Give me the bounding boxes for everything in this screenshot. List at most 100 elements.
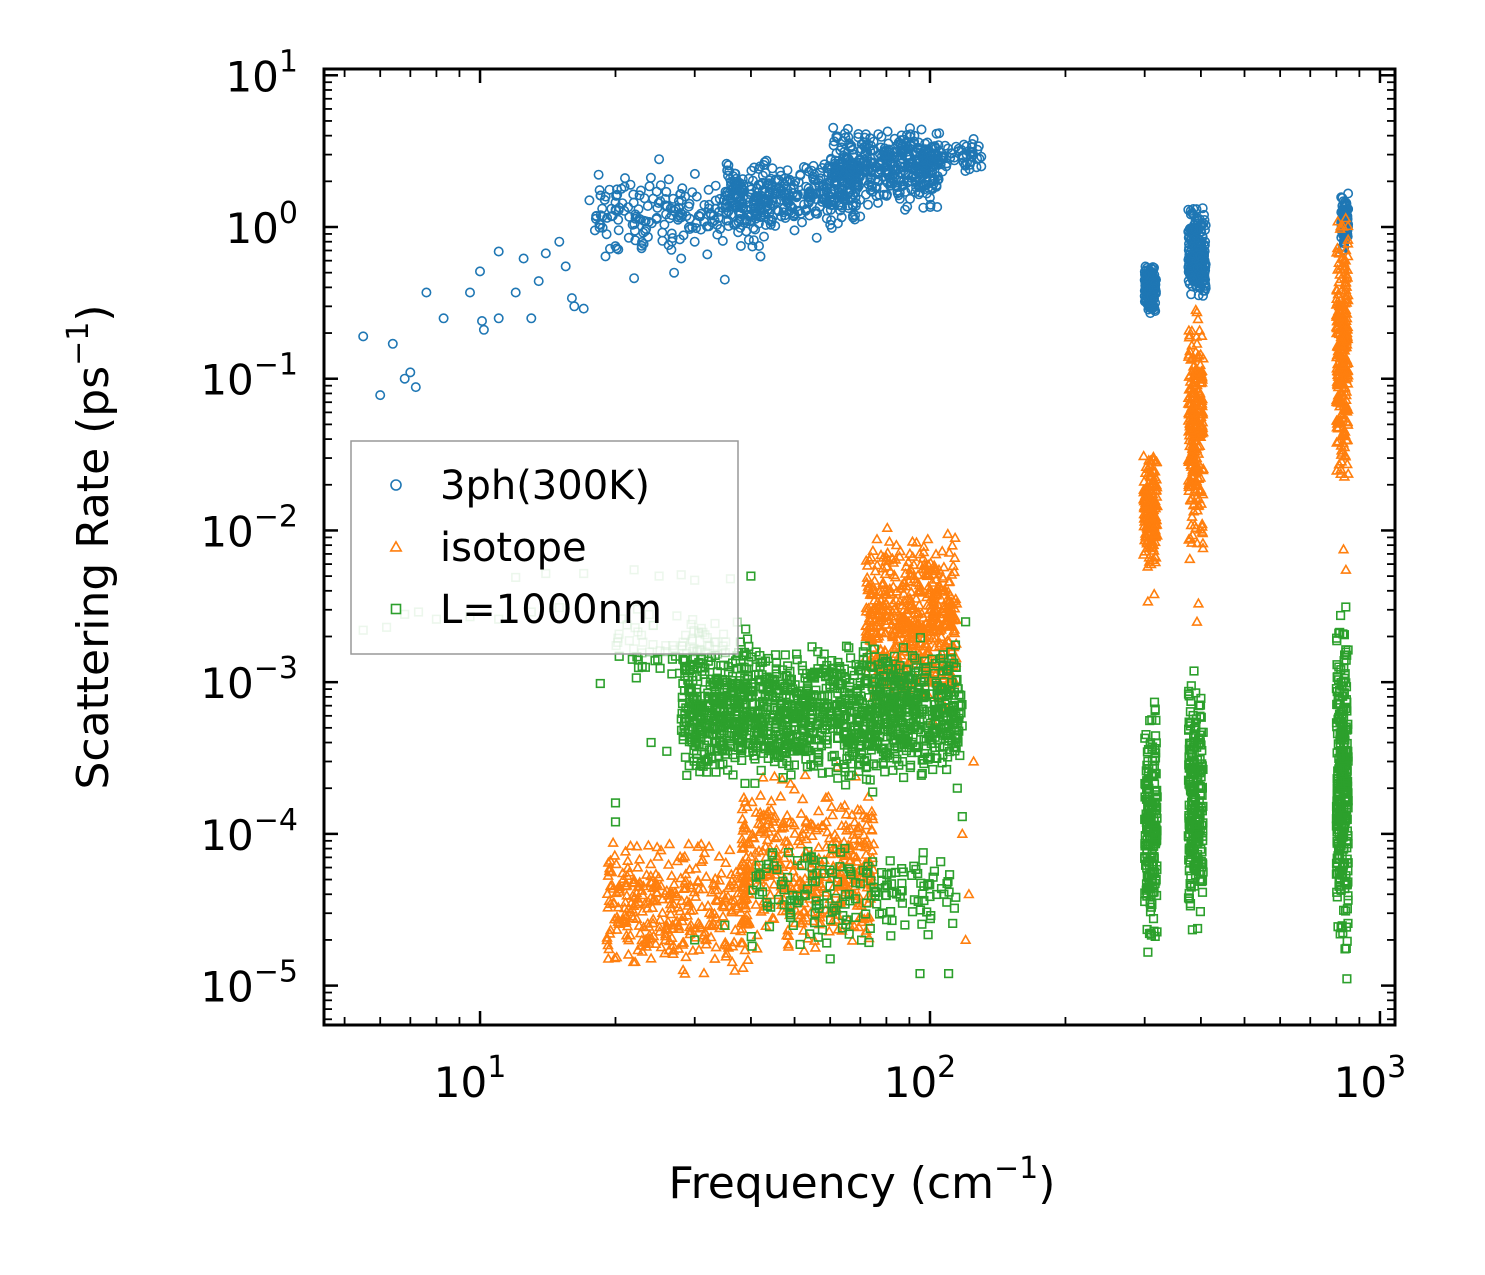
data-point [884, 180, 895, 191]
data-point [611, 190, 622, 201]
data-point [757, 170, 768, 181]
data-point [641, 224, 652, 235]
data-point [613, 225, 624, 236]
data-point [712, 229, 723, 240]
data-point [755, 251, 766, 262]
data-point [720, 190, 731, 201]
data-point [464, 287, 475, 298]
data-point [804, 191, 815, 202]
data-point [560, 261, 571, 272]
data-point [812, 208, 823, 219]
data-point [808, 174, 819, 185]
data-point [734, 177, 745, 188]
data-point [881, 189, 892, 200]
data-point [792, 189, 803, 200]
data-point [848, 212, 859, 223]
data-point [635, 185, 646, 196]
data-point [859, 132, 870, 143]
data-point [776, 184, 787, 195]
data-point [720, 202, 731, 213]
data-point [878, 189, 889, 200]
data-point [663, 174, 674, 185]
data-point [540, 248, 551, 259]
data-point [594, 222, 605, 233]
data-point [894, 187, 905, 198]
data-point [712, 219, 723, 230]
data-point [607, 210, 618, 221]
data-point [746, 165, 757, 176]
data-point [967, 147, 978, 158]
data-point [593, 169, 604, 180]
data-point [855, 194, 866, 205]
data-point [814, 167, 825, 178]
data-point [919, 179, 930, 190]
plot-points [358, 122, 1354, 984]
data-point [438, 313, 449, 324]
data-point [918, 168, 929, 179]
data-point [761, 201, 772, 212]
data-point [1150, 305, 1161, 316]
data-point [836, 212, 847, 223]
data-point [723, 160, 734, 171]
data-point [976, 161, 987, 172]
data-point [791, 191, 802, 202]
data-point [627, 219, 638, 230]
data-point [822, 205, 833, 216]
data-point [755, 203, 766, 214]
data-point [619, 205, 630, 216]
data-point [705, 208, 716, 219]
data-point [1144, 297, 1155, 308]
data-point [610, 197, 621, 208]
data-point [871, 191, 882, 202]
data-point [651, 186, 662, 197]
data-point [594, 185, 605, 196]
data-point [862, 199, 873, 210]
data-point [865, 184, 876, 195]
data-point [916, 124, 927, 135]
data-point [801, 163, 812, 174]
data-point [629, 273, 640, 284]
data-point [882, 126, 893, 137]
data-point [755, 161, 766, 172]
data-point [848, 152, 859, 163]
data-point [719, 274, 730, 285]
data-point [1146, 291, 1157, 302]
data-point [1148, 277, 1159, 288]
data-point [931, 128, 942, 139]
data-point [735, 208, 746, 219]
data-point [903, 150, 914, 161]
data-point [410, 382, 421, 393]
data-point [843, 203, 854, 214]
data-point [941, 161, 952, 172]
data-point [721, 158, 732, 169]
data-point [849, 214, 860, 225]
data-point [474, 266, 485, 277]
data-point [840, 132, 851, 143]
data-point [847, 163, 858, 174]
data-point [873, 129, 884, 140]
data-point [710, 180, 721, 191]
data-point [493, 313, 504, 324]
data-point [750, 213, 761, 224]
data-point [817, 163, 828, 174]
data-point [821, 186, 832, 197]
data-point [826, 215, 837, 226]
data-point [628, 197, 639, 208]
data-point [659, 219, 670, 230]
data-point [752, 192, 763, 203]
data-point [882, 159, 893, 170]
data-point [753, 241, 764, 252]
data-point [940, 140, 951, 151]
data-point [855, 211, 866, 222]
data-point [856, 144, 867, 155]
data-point [903, 154, 914, 165]
data-point [358, 331, 369, 342]
data-point [874, 148, 885, 159]
data-point [903, 170, 914, 181]
data-point [799, 199, 810, 210]
data-point [600, 191, 611, 202]
data-point [689, 236, 700, 247]
data-point [913, 137, 924, 148]
data-point [493, 246, 504, 257]
data-point [758, 231, 769, 242]
